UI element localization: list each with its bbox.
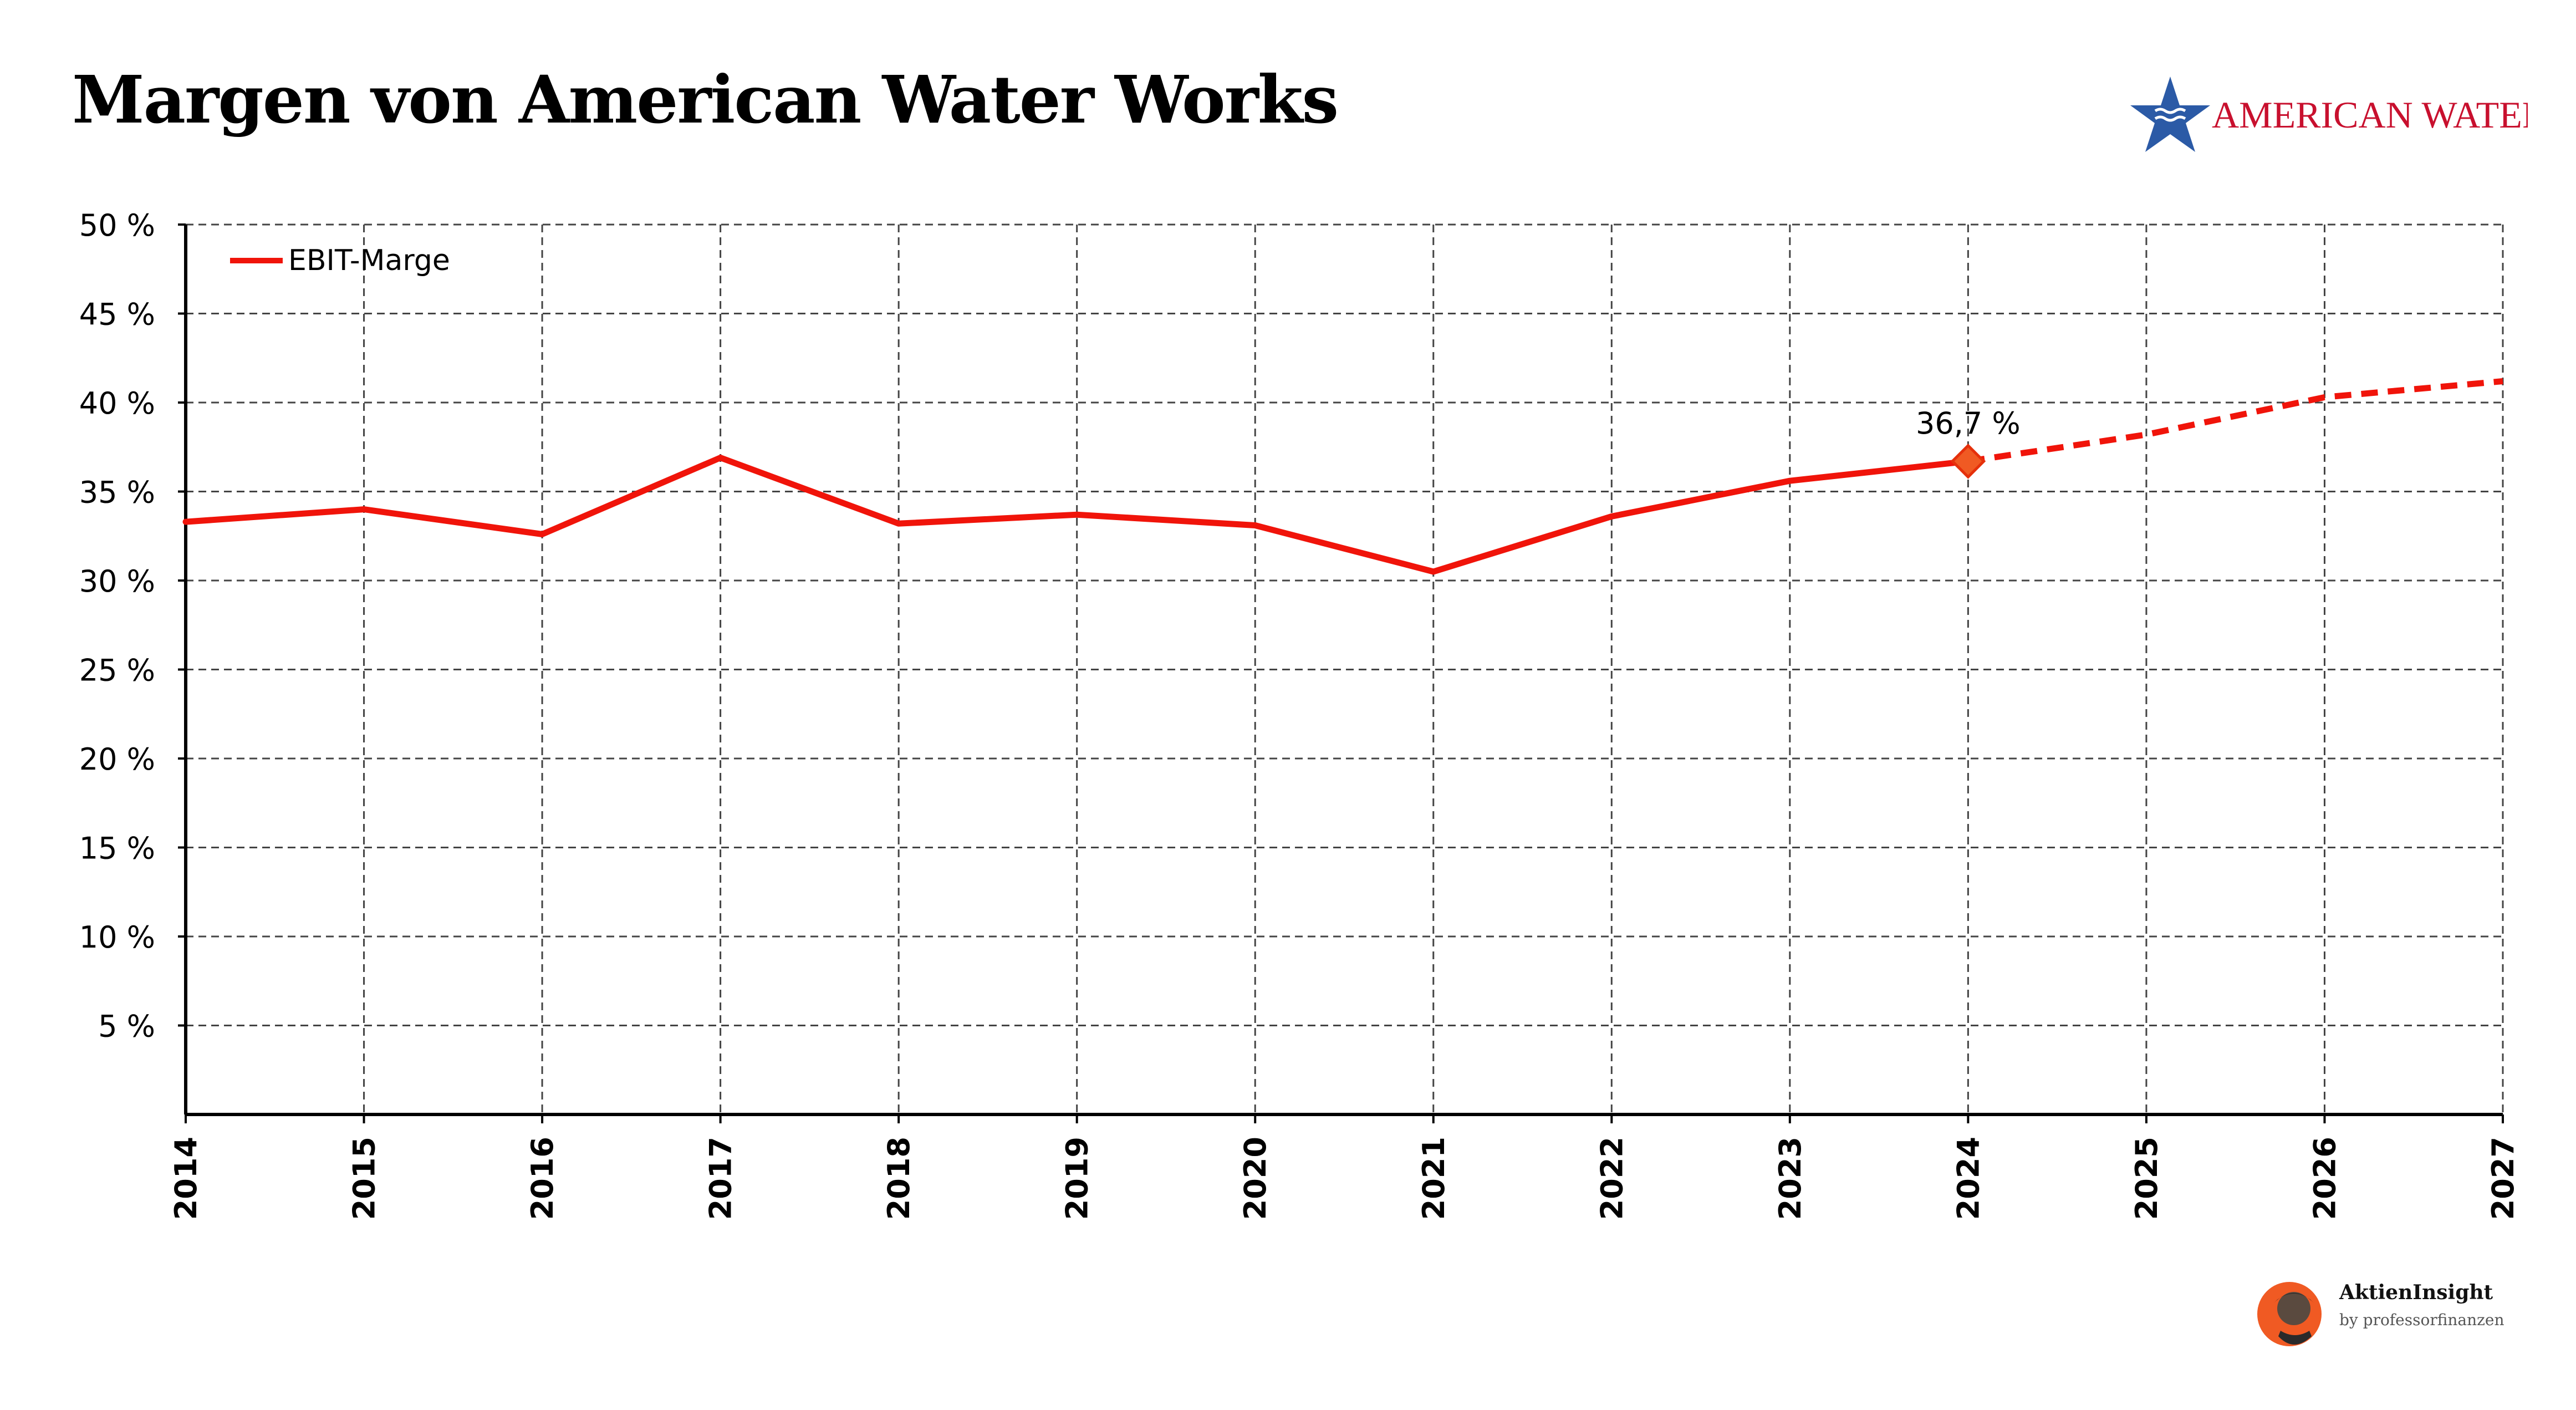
brand-badge: AktienInsight by professorfinanzen bbox=[2245, 1270, 2555, 1358]
data-label: 36,7 % bbox=[1916, 406, 2021, 441]
axes bbox=[184, 225, 2503, 1116]
y-tick-label: 35 % bbox=[79, 475, 155, 510]
x-tick-label: 2014 bbox=[169, 1137, 203, 1220]
y-tick-labels: 5 % 10 % 15 % 20 % 25 % 30 % 35 % 40 % 45 % 50 % bbox=[79, 208, 155, 1044]
series-lines bbox=[182, 378, 2503, 575]
x-tick-label: 2021 bbox=[1416, 1137, 1451, 1220]
series-line-actual bbox=[182, 455, 1971, 575]
brand-tagline: by professorfinanzen bbox=[2339, 1311, 2504, 1329]
x-tick-label: 2015 bbox=[347, 1137, 382, 1220]
highlight-marker bbox=[1950, 444, 1986, 479]
avatar-icon bbox=[2257, 1282, 2322, 1346]
x-tick-label: 2026 bbox=[2307, 1137, 2342, 1220]
x-tick-label: 2025 bbox=[2129, 1137, 2164, 1220]
horizontal-gridlines bbox=[178, 223, 2503, 1027]
series-line-forecast bbox=[1967, 378, 2503, 465]
american-water-logo: AMERICAN WATER bbox=[2130, 77, 2528, 152]
vertical-gridlines bbox=[185, 225, 2504, 1123]
y-tick-label: 15 % bbox=[79, 831, 155, 866]
y-tick-label: 5 % bbox=[98, 1009, 155, 1044]
y-tick-label: 45 % bbox=[79, 297, 155, 332]
brand-name: AktienInsight bbox=[2339, 1281, 2493, 1304]
x-tick-label: 2019 bbox=[1060, 1137, 1095, 1220]
y-tick-label: 25 % bbox=[79, 653, 155, 688]
y-tick-label: 30 % bbox=[79, 564, 155, 599]
x-tick-label: 2027 bbox=[2486, 1137, 2521, 1220]
legend-label: EBIT-Marge bbox=[288, 244, 450, 277]
y-tick-label: 10 % bbox=[79, 920, 155, 955]
y-tick-label: 20 % bbox=[79, 742, 155, 777]
x-tick-label: 2020 bbox=[1238, 1137, 1273, 1220]
x-tick-labels: 2014 2015 2016 2017 2018 2019 2020 2021 2022 2023… bbox=[169, 1137, 2521, 1220]
annotations: 36,7 % bbox=[1916, 406, 2021, 479]
x-tick-label: 2022 bbox=[1594, 1137, 1629, 1220]
x-tick-label: 2024 bbox=[1951, 1137, 1986, 1220]
star-icon bbox=[2130, 77, 2210, 152]
x-tick-label: 2023 bbox=[1773, 1137, 1808, 1220]
logo-wordmark: AMERICAN WATER bbox=[2212, 94, 2528, 136]
chart-title: Margen von American Water Works bbox=[72, 61, 1339, 138]
legend: EBIT-Marge bbox=[230, 244, 450, 277]
y-tick-label: 50 % bbox=[79, 208, 155, 243]
x-tick-label: 2017 bbox=[703, 1137, 738, 1220]
y-tick-label: 40 % bbox=[79, 386, 155, 421]
x-tick-label: 2016 bbox=[525, 1137, 560, 1220]
x-tick-label: 2018 bbox=[881, 1137, 916, 1220]
